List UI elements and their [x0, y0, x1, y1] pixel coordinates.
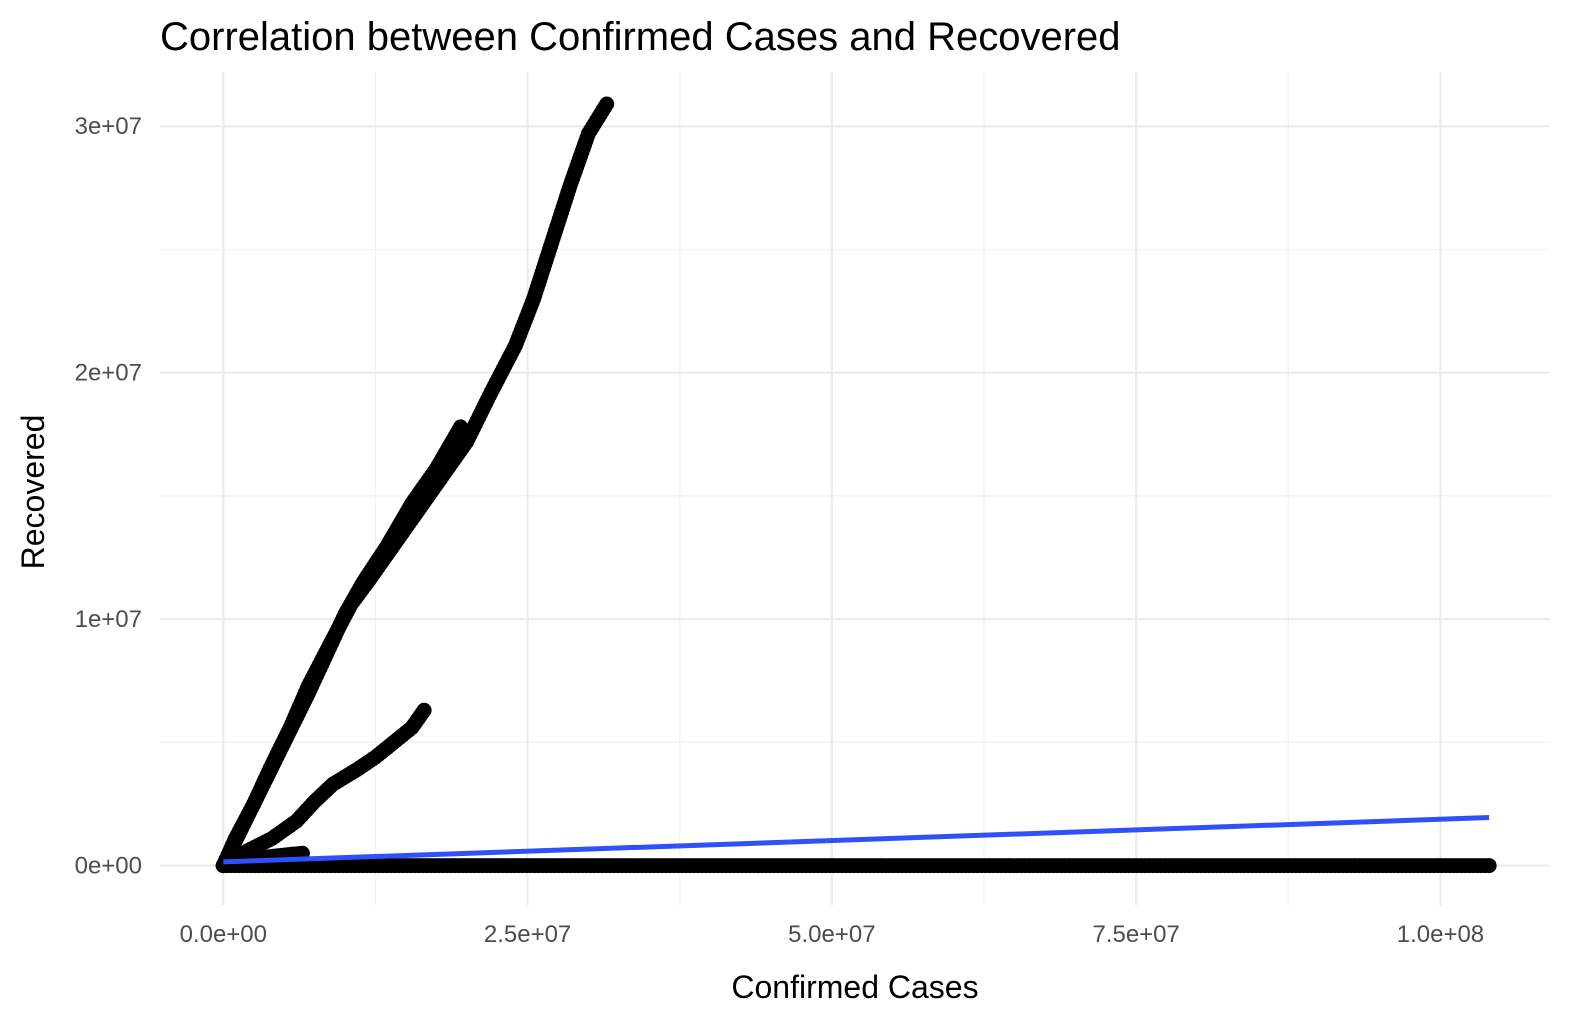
- y-tick-label: 3e+07: [75, 113, 142, 140]
- y-tick-label: 2e+07: [75, 360, 142, 387]
- x-tick-label: 7.5e+07: [1092, 921, 1179, 948]
- y-tick-label: 1e+07: [75, 606, 142, 633]
- data-points: [215, 96, 1497, 874]
- x-axis-ticks: 0.0e+00 2.5e+07 5.0e+07 7.5e+07 1.0e+08: [180, 921, 1485, 948]
- x-axis-label: Confirmed Cases: [731, 969, 978, 1005]
- y-axis-ticks: 0e+00 1e+07 2e+07 3e+07: [75, 113, 142, 879]
- x-tick-label: 5.0e+07: [788, 921, 875, 948]
- data-point: [1481, 858, 1497, 874]
- data-point: [453, 419, 469, 435]
- data-point: [416, 702, 432, 718]
- trend-line-layer: [223, 815, 1490, 865]
- grid: [160, 72, 1550, 905]
- y-tick-label: 0e+00: [75, 853, 142, 880]
- trend-line: [223, 815, 1490, 865]
- x-tick-label: 2.5e+07: [484, 921, 571, 948]
- x-tick-label: 1.0e+08: [1397, 921, 1484, 948]
- y-axis-label: Recovered: [15, 415, 51, 570]
- chart-title: Correlation between Confirmed Cases and …: [160, 15, 1121, 59]
- data-point: [599, 96, 615, 112]
- x-tick-label: 0.0e+00: [180, 921, 267, 948]
